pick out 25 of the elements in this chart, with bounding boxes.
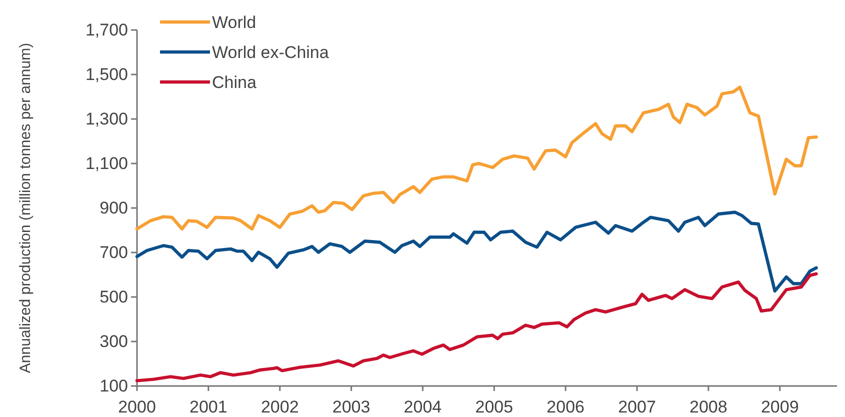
legend-label: World bbox=[212, 12, 256, 32]
y-tick-label: 1,700 bbox=[85, 20, 128, 40]
y-tick-label: 1,500 bbox=[85, 64, 128, 84]
y-tick-label: 100 bbox=[100, 376, 128, 396]
x-tick-label: 2004 bbox=[404, 398, 442, 417]
x-tick-label: 2006 bbox=[546, 398, 584, 417]
legend-label: China bbox=[212, 72, 257, 92]
x-tick-label: 2007 bbox=[618, 398, 656, 417]
x-tick-label: 2000 bbox=[118, 398, 156, 417]
legend-label: World ex-China bbox=[212, 42, 330, 62]
y-axis-title: Annualized production (million tonnes per annum) bbox=[17, 42, 34, 374]
line-series bbox=[135, 210, 818, 293]
y-tick-label: 300 bbox=[100, 332, 128, 351]
line-series bbox=[135, 272, 818, 382]
y-tick-label: 500 bbox=[100, 287, 128, 306]
x-tick-label: 2008 bbox=[690, 398, 728, 417]
y-tick-label: 900 bbox=[100, 198, 128, 218]
x-tick-label: 2001 bbox=[190, 398, 228, 417]
y-tick-label: 1,300 bbox=[85, 109, 128, 128]
x-tick-label: 2005 bbox=[475, 398, 514, 417]
y-tick-label: 1,100 bbox=[85, 154, 128, 173]
y-tick-label: 700 bbox=[100, 242, 128, 262]
x-tick-label: 2002 bbox=[260, 398, 299, 417]
x-tick-label: 2003 bbox=[332, 398, 370, 417]
x-tick-label: 2009 bbox=[760, 398, 799, 417]
